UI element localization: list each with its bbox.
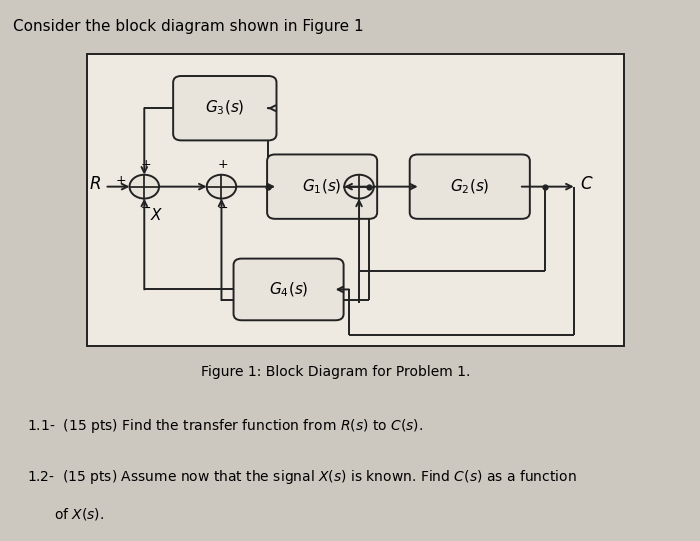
Text: Consider the block diagram shown in Figure 1: Consider the block diagram shown in Figu… [13, 19, 364, 34]
Text: $X$: $X$ [150, 207, 164, 223]
Circle shape [130, 175, 159, 199]
Text: $-$: $-$ [355, 201, 366, 214]
Text: $-$: $-$ [217, 201, 228, 214]
Text: $G_2(s)$: $G_2(s)$ [450, 177, 489, 196]
Text: $G_1(s)$: $G_1(s)$ [302, 177, 342, 196]
FancyBboxPatch shape [173, 76, 276, 140]
Text: 1.1-  (15 pts) Find the transfer function from $R(s)$ to $C(s)$.: 1.1- (15 pts) Find the transfer function… [27, 417, 423, 434]
Text: +: + [140, 159, 151, 171]
Text: of $X(s)$.: of $X(s)$. [54, 506, 104, 522]
Text: +: + [116, 174, 126, 187]
Circle shape [344, 175, 374, 199]
Text: +: + [355, 159, 365, 171]
FancyBboxPatch shape [267, 155, 377, 219]
FancyBboxPatch shape [410, 155, 530, 219]
Text: $C$: $C$ [580, 175, 594, 193]
FancyBboxPatch shape [234, 259, 344, 320]
Text: $R$: $R$ [89, 175, 101, 193]
Circle shape [206, 175, 236, 199]
Text: +: + [218, 159, 228, 171]
Text: Figure 1: Block Diagram for Problem 1.: Figure 1: Block Diagram for Problem 1. [201, 365, 470, 379]
Text: $-$: $-$ [140, 201, 151, 214]
Text: $G_4(s)$: $G_4(s)$ [269, 280, 308, 299]
Text: 1.2-  (15 pts) Assume now that the signal $X(s)$ is known. Find $C(s)$ as a func: 1.2- (15 pts) Assume now that the signal… [27, 468, 577, 486]
Bar [88, 54, 624, 346]
Text: $G_3(s)$: $G_3(s)$ [205, 99, 244, 117]
